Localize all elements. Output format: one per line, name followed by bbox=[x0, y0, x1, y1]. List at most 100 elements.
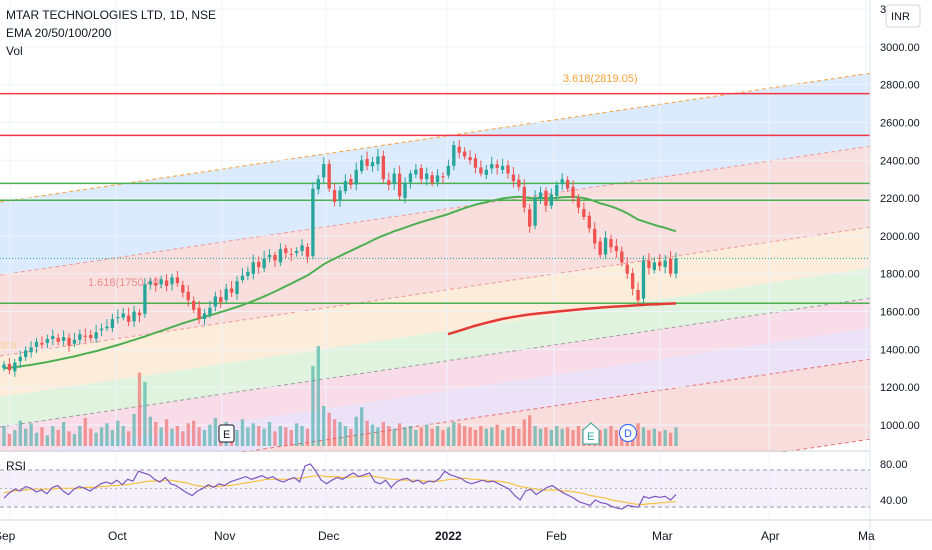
time-tick-label: Ma bbox=[858, 529, 875, 543]
rsi-tick-label: 80.00 bbox=[880, 459, 908, 471]
candle-body bbox=[51, 336, 55, 339]
vol-legend[interactable]: Vol bbox=[6, 44, 23, 58]
ema-legend[interactable]: EMA 20/50/100/200 bbox=[6, 26, 112, 40]
legend: MTAR TECHNOLOGIES LTD, 1D, NSE EMA 20/50… bbox=[6, 6, 216, 60]
candle-body bbox=[45, 338, 50, 343]
candle-body bbox=[587, 215, 591, 229]
candle-body bbox=[300, 245, 304, 252]
candle-body bbox=[408, 173, 413, 183]
candle-body bbox=[327, 163, 331, 189]
volume-bar bbox=[56, 430, 60, 446]
volume-bar bbox=[338, 422, 342, 446]
price-tick-label: 1600.00 bbox=[880, 307, 920, 319]
candle-body bbox=[175, 277, 180, 284]
candle-body bbox=[414, 169, 418, 175]
candle-body bbox=[154, 283, 158, 286]
volume-bar bbox=[18, 420, 22, 446]
candle-body bbox=[674, 258, 678, 274]
volume-bar bbox=[647, 430, 651, 446]
volume-bar bbox=[408, 426, 413, 446]
volume-bar bbox=[360, 407, 364, 446]
volume-bar bbox=[430, 428, 434, 446]
volume-bar bbox=[132, 414, 136, 446]
upcoming-earnings-marker[interactable] bbox=[582, 422, 600, 445]
price-axis[interactable]: 3200.003000.002800.002600.002400.002200.… bbox=[869, 0, 932, 550]
volume-bar bbox=[490, 427, 494, 446]
volume-bar bbox=[446, 427, 451, 446]
candle-body bbox=[24, 350, 28, 358]
candle-body bbox=[121, 313, 125, 318]
volume-bar bbox=[528, 415, 532, 446]
volume-bar bbox=[403, 427, 407, 446]
volume-bar bbox=[332, 419, 337, 446]
volume-bar bbox=[170, 428, 174, 446]
dividend-marker[interactable] bbox=[619, 424, 637, 442]
candle-body bbox=[197, 307, 201, 320]
volume-bar bbox=[462, 426, 467, 446]
candle-body bbox=[284, 248, 288, 253]
candle-body bbox=[181, 284, 185, 293]
volume-bar bbox=[663, 430, 667, 446]
candle-body bbox=[636, 289, 640, 301]
candle-body bbox=[143, 284, 147, 314]
candle-body bbox=[365, 158, 369, 166]
candle-body bbox=[620, 251, 624, 263]
candle-body bbox=[360, 160, 364, 172]
candle-body bbox=[34, 341, 39, 347]
volume-bar bbox=[533, 426, 537, 446]
fib-band bbox=[0, 227, 870, 397]
candle-body bbox=[99, 328, 104, 331]
fib-label: 3.618(2819.05) bbox=[563, 73, 638, 85]
candle-body bbox=[164, 280, 169, 287]
time-tick-label: Nov bbox=[214, 529, 235, 543]
earnings-marker[interactable] bbox=[218, 424, 235, 443]
candle-body bbox=[430, 175, 434, 183]
time-axis[interactable]: Sep Oct Nov Dec 2022 Feb Mar Apr Ma bbox=[0, 519, 932, 543]
volume-bar bbox=[349, 428, 353, 446]
volume-bar bbox=[284, 427, 288, 446]
candle-body bbox=[213, 296, 218, 307]
candle-body bbox=[267, 254, 272, 258]
volume-bar bbox=[473, 430, 478, 446]
volume-bar bbox=[425, 424, 429, 446]
volume-bar bbox=[148, 416, 152, 446]
volume-bar bbox=[468, 427, 472, 446]
time-tick-label: Feb bbox=[546, 529, 567, 543]
volume-bar bbox=[213, 418, 218, 446]
volume-bar bbox=[251, 423, 255, 446]
volume-bar bbox=[343, 426, 348, 446]
candle-body bbox=[40, 342, 44, 345]
volume-bar bbox=[175, 426, 180, 446]
volume-bar bbox=[267, 422, 272, 446]
volume-bar bbox=[652, 428, 656, 446]
volume-bar bbox=[316, 346, 320, 446]
symbol-title[interactable]: MTAR TECHNOLOGIES LTD, 1D, NSE bbox=[6, 8, 217, 22]
candle-body bbox=[110, 319, 115, 328]
volume-bar bbox=[517, 428, 521, 446]
candle-body bbox=[538, 192, 543, 200]
candle-body bbox=[582, 209, 586, 217]
volume-bar bbox=[105, 423, 109, 446]
volume-bar bbox=[522, 419, 526, 446]
price-tick-label: 2600.00 bbox=[880, 117, 920, 129]
currency-button[interactable] bbox=[885, 4, 921, 28]
candles bbox=[2, 140, 678, 377]
candle-body bbox=[83, 335, 87, 337]
candle-body bbox=[18, 356, 22, 362]
candle-body bbox=[202, 313, 207, 319]
candle-body bbox=[614, 245, 619, 252]
candle-body bbox=[94, 332, 98, 339]
volume-bar bbox=[289, 430, 293, 446]
volume-bar bbox=[484, 428, 488, 446]
ema-lines bbox=[3, 195, 677, 370]
axis-background bbox=[870, 0, 932, 550]
volume-bar bbox=[668, 432, 673, 446]
volume-bar bbox=[327, 412, 331, 446]
candle-body bbox=[603, 237, 608, 255]
candle-body bbox=[240, 275, 245, 280]
volume-bar bbox=[72, 434, 77, 446]
volume-bar bbox=[208, 424, 212, 446]
candle-body bbox=[148, 281, 152, 285]
